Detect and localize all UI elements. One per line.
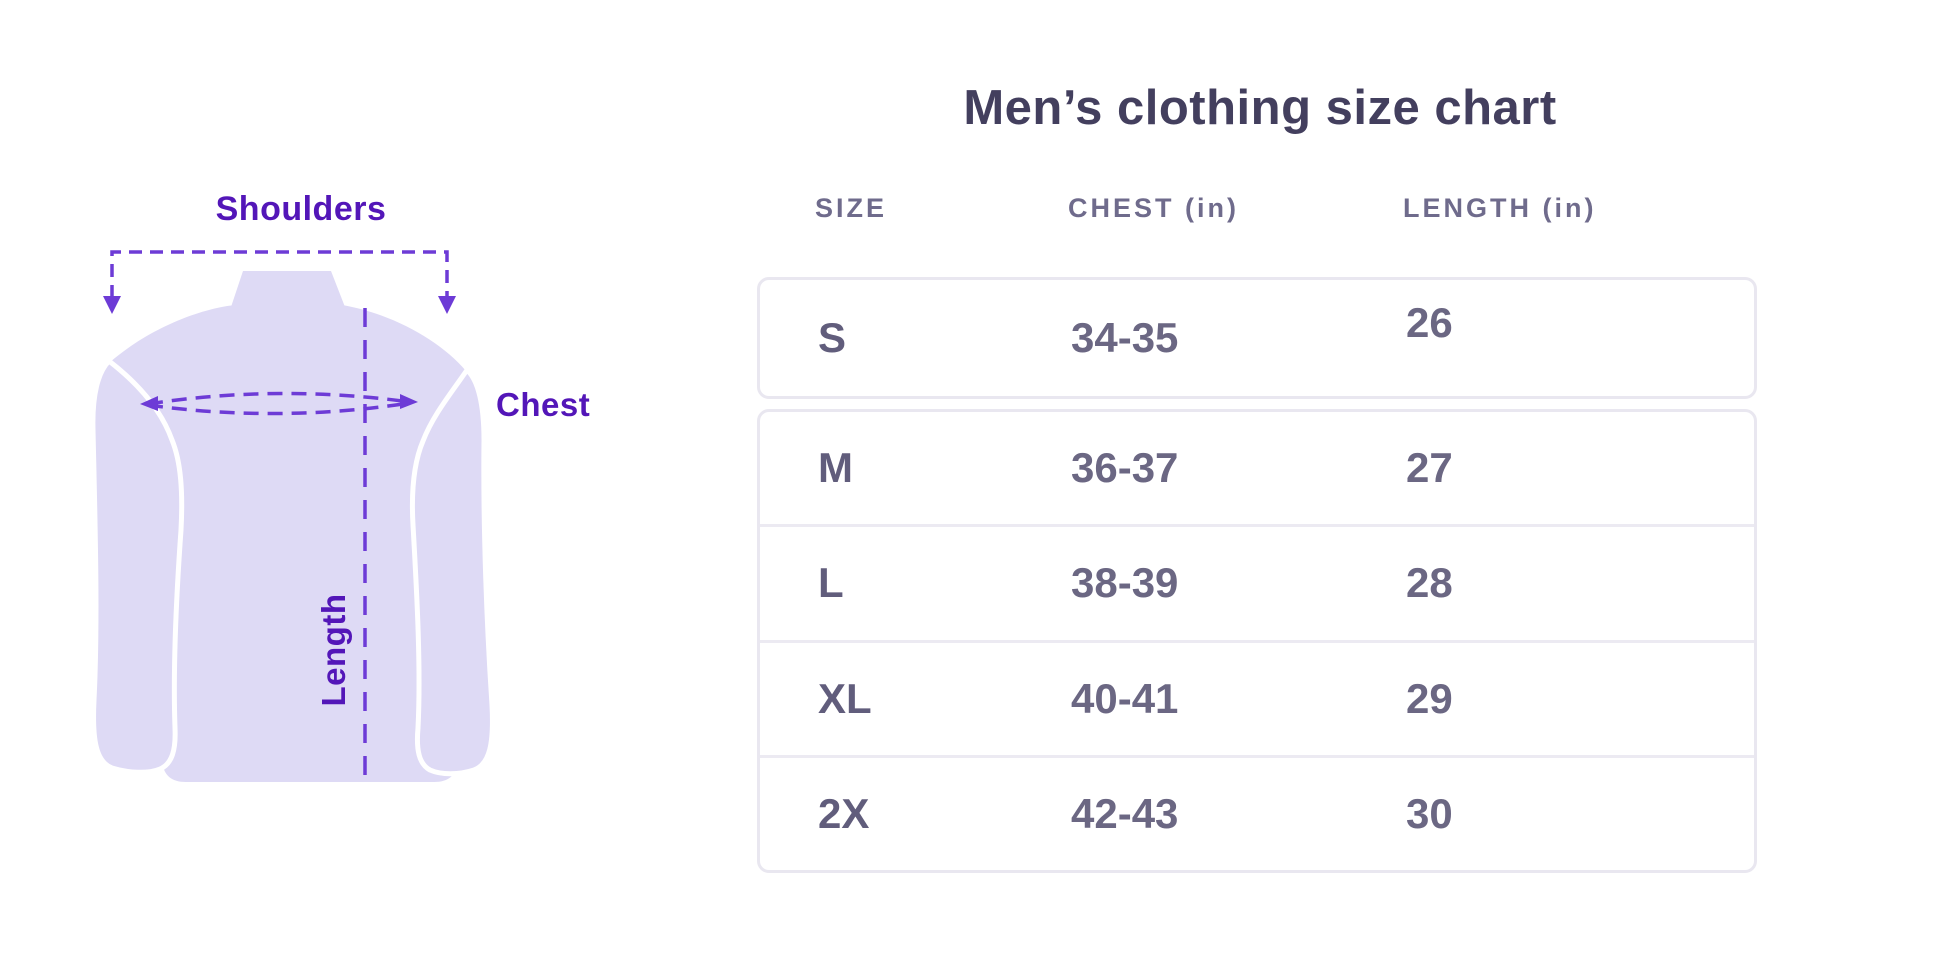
shoulders-measure-line [110,250,449,298]
cell-length: 30 [1406,789,1453,837]
shirt-right-sleeve [409,366,495,777]
cell-length: 29 [1406,674,1453,722]
chest-label: Chest [496,386,591,423]
column-header-length: LENGTH (in) [1403,193,1597,223]
chest-measure-ellipse [147,391,411,416]
cell-length: 26 [1406,299,1453,346]
shoulders-arrow-left-icon [103,296,121,314]
shoulders-arrow-right-icon [438,296,456,314]
cell-size: XL [818,674,872,722]
shirt-left-sleeve [90,357,185,775]
table-row: XL 40-41 29 [760,639,1754,755]
cell-chest: 42-43 [1071,789,1179,837]
cell-size: 2X [818,789,870,837]
column-header-size: SIZE [815,193,888,223]
cell-length: 28 [1406,559,1453,607]
cell-chest: 34-35 [1071,314,1179,361]
cell-chest: 40-41 [1071,674,1179,722]
page-title: Men’s clothing size chart [963,81,1557,135]
cell-chest: 38-39 [1071,559,1179,607]
cell-size: S [818,314,847,361]
chest-arrow-right-icon [400,394,418,409]
table-box-sizes-m-2x: M 36-37 27 L 38-39 28 XL 40-41 29 2X 42-… [757,409,1757,873]
table-row: M 36-37 27 [760,412,1754,524]
table-row: S 34-35 26 [760,280,1754,396]
cell-length: 27 [1406,444,1453,492]
length-label: Length [315,593,352,707]
table-row: L 38-39 28 [760,524,1754,639]
shirt-collar [231,271,345,307]
chest-arrow-left-icon [140,396,158,411]
table-row: 2X 42-43 30 [760,754,1754,870]
table-header-row: SIZE CHEST (in) LENGTH (in) [757,193,1763,223]
table-box-size-s: S 34-35 26 [757,277,1757,399]
shirt-body [109,305,479,782]
cell-size: L [818,559,844,607]
size-chart: Men’s clothing size chart SIZE CHEST (in… [757,0,1763,977]
shoulders-label: Shoulders [215,190,387,228]
shirt-illustration [90,250,495,786]
cell-size: M [818,444,853,492]
column-header-chest: CHEST (in) [1068,193,1239,223]
cell-chest: 36-37 [1071,444,1179,492]
